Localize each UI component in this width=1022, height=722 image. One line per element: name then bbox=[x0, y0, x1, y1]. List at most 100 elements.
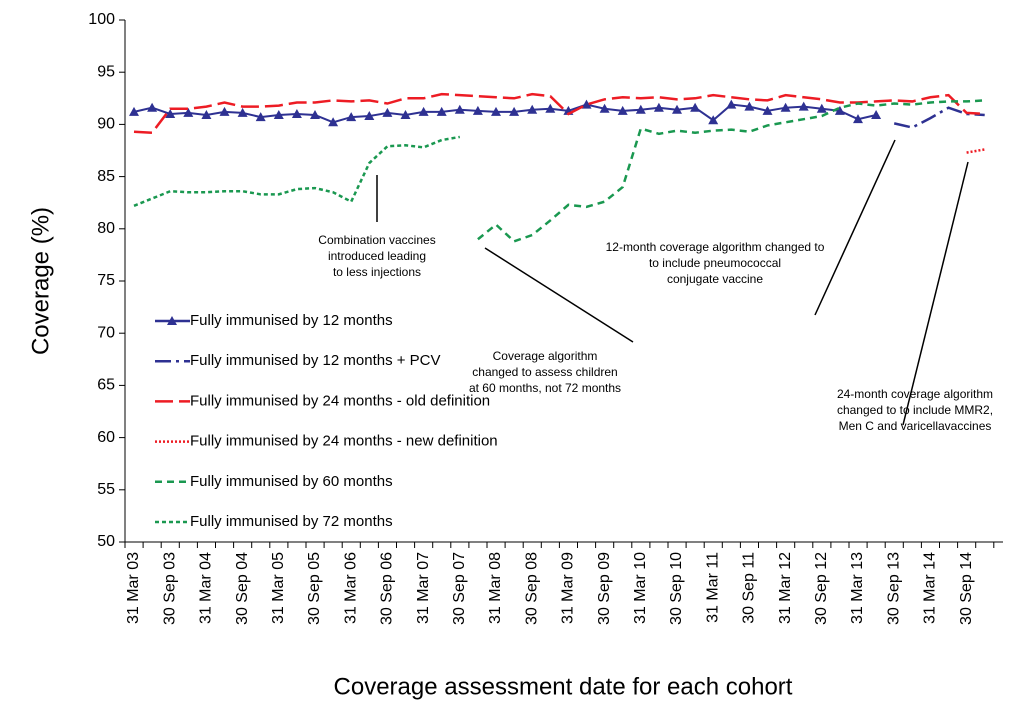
marker bbox=[581, 99, 592, 109]
marker bbox=[454, 104, 465, 114]
annotation: changed to to include MMR2, bbox=[837, 403, 993, 417]
annotation: changed to assess children bbox=[472, 365, 617, 379]
legend-label: Fully immunised by 12 months bbox=[190, 312, 393, 329]
marker bbox=[291, 108, 302, 118]
marker bbox=[183, 107, 194, 117]
marker bbox=[635, 104, 646, 114]
x-tick-label: 31 Mar 13 bbox=[849, 552, 866, 624]
y-tick-label: 55 bbox=[97, 481, 115, 498]
marker bbox=[219, 106, 230, 116]
legend-label: Fully immunised by 72 months bbox=[190, 513, 393, 530]
marker bbox=[472, 105, 483, 115]
marker bbox=[364, 111, 375, 121]
series-line bbox=[133, 92, 985, 135]
annotation: conjugate vaccine bbox=[667, 272, 763, 286]
y-tick-label: 80 bbox=[97, 220, 115, 237]
marker bbox=[201, 110, 212, 120]
legend-label: Fully immunised by 24 months - old defin… bbox=[190, 392, 490, 409]
marker bbox=[617, 105, 628, 115]
x-tick-label: 30 Sep 08 bbox=[523, 552, 540, 625]
x-tick-label: 30 Sep 03 bbox=[161, 552, 178, 625]
x-tick-label: 31 Mar 12 bbox=[777, 552, 794, 624]
marker bbox=[165, 108, 176, 118]
marker bbox=[237, 107, 248, 117]
x-tick-label: 31 Mar 04 bbox=[198, 552, 215, 624]
x-tick-label: 30 Sep 10 bbox=[668, 552, 685, 625]
marker bbox=[672, 104, 682, 114]
x-tick-label: 30 Sep 12 bbox=[813, 552, 830, 625]
marker bbox=[853, 114, 863, 124]
x-tick-label: 31 Mar 08 bbox=[487, 552, 504, 624]
annotation: Combination vaccines bbox=[318, 233, 435, 247]
leader-line bbox=[814, 139, 896, 316]
y-tick-label: 90 bbox=[97, 116, 115, 133]
y-tick-label: 65 bbox=[97, 377, 115, 394]
y-tick-label: 50 bbox=[97, 533, 115, 550]
x-tick-label: 31 Mar 10 bbox=[632, 552, 649, 624]
x-tick-label: 30 Sep 07 bbox=[451, 552, 468, 625]
series-line bbox=[966, 148, 985, 154]
marker bbox=[147, 102, 158, 112]
x-tick-label: 31 Mar 11 bbox=[704, 552, 721, 623]
annotation: 12-month coverage algorithm changed to bbox=[606, 240, 825, 254]
x-tick-label: 30 Sep 13 bbox=[885, 552, 902, 625]
marker bbox=[273, 110, 284, 120]
x-tick-label: 31 Mar 03 bbox=[125, 552, 142, 624]
marker bbox=[762, 105, 773, 115]
marker bbox=[653, 102, 664, 112]
annotation: 24-month coverage algorithm bbox=[837, 387, 993, 401]
annotation: Men C and varicellavaccines bbox=[839, 419, 992, 433]
x-tick-label: 31 Mar 07 bbox=[415, 552, 432, 624]
marker bbox=[527, 104, 538, 114]
marker bbox=[726, 99, 737, 109]
y-tick-label: 95 bbox=[97, 63, 115, 80]
marker bbox=[400, 110, 411, 120]
annotation: introduced leading bbox=[328, 249, 426, 263]
leader-line bbox=[484, 247, 634, 343]
marker bbox=[255, 112, 266, 122]
legend-marker bbox=[167, 316, 177, 325]
x-tick-label: 31 Mar 06 bbox=[342, 552, 359, 624]
marker bbox=[129, 106, 139, 116]
y-axis-title: Coverage (%) bbox=[27, 207, 54, 355]
legend-label: Fully immunised by 24 months - new defin… bbox=[190, 433, 498, 450]
annotation: at 60 months, not 72 months bbox=[469, 381, 621, 395]
leader-line bbox=[902, 161, 969, 426]
x-tick-label: 30 Sep 06 bbox=[379, 552, 396, 625]
marker bbox=[346, 112, 357, 122]
marker bbox=[798, 101, 809, 111]
y-tick-label: 100 bbox=[88, 11, 115, 28]
x-tick-label: 30 Sep 05 bbox=[306, 552, 323, 625]
x-tick-label: 31 Mar 09 bbox=[560, 552, 577, 624]
marker bbox=[509, 106, 520, 116]
y-tick-label: 70 bbox=[97, 324, 115, 341]
legend-label: Fully immunised by 60 months bbox=[190, 473, 393, 490]
marker bbox=[382, 107, 393, 117]
marker bbox=[545, 103, 556, 113]
x-tick-label: 30 Sep 14 bbox=[958, 552, 975, 625]
annotation: to less injections bbox=[333, 265, 421, 279]
y-tick-label: 60 bbox=[97, 429, 115, 446]
marker bbox=[599, 103, 610, 113]
marker bbox=[418, 106, 429, 116]
x-tick-label: 30 Sep 04 bbox=[234, 552, 251, 625]
x-axis-title: Coverage assessment date for each cohort bbox=[334, 673, 793, 700]
series-line bbox=[133, 135, 461, 207]
x-tick-label: 31 Mar 05 bbox=[270, 552, 287, 624]
x-tick-label: 30 Sep 09 bbox=[596, 552, 613, 625]
legend-label: Fully immunised by 12 months + PCV bbox=[190, 352, 441, 369]
annotation: to include pneumococcal bbox=[649, 256, 781, 270]
marker bbox=[328, 117, 339, 127]
marker bbox=[491, 106, 501, 116]
marker bbox=[744, 101, 755, 111]
annotation: Coverage algorithm bbox=[493, 349, 598, 363]
marker bbox=[834, 105, 845, 115]
series-line bbox=[893, 106, 985, 129]
x-tick-label: 30 Sep 11 bbox=[741, 552, 758, 624]
y-tick-label: 85 bbox=[97, 168, 115, 185]
y-tick-label: 75 bbox=[97, 272, 115, 289]
series-line bbox=[477, 99, 985, 243]
marker bbox=[780, 102, 791, 112]
marker bbox=[310, 110, 320, 120]
